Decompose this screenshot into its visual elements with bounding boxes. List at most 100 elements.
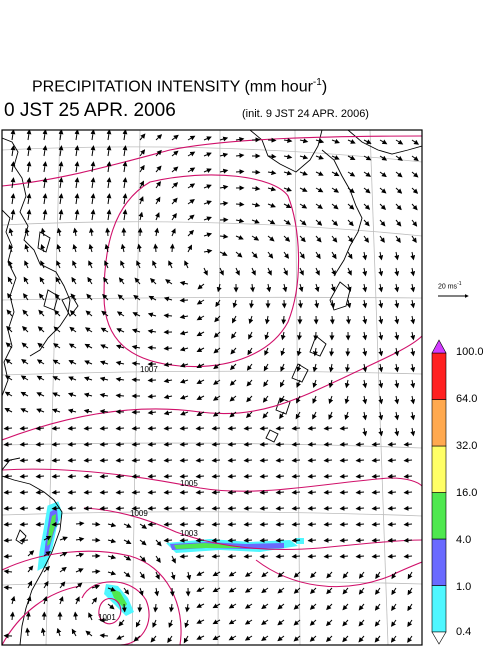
wind-arrow <box>116 311 125 317</box>
wind-arrow <box>362 363 368 373</box>
wind-arrow <box>235 235 244 240</box>
wind-arrow <box>259 521 269 527</box>
wind-arrow <box>379 171 387 178</box>
colorbar-over-triangle <box>431 339 447 354</box>
wind-arrow <box>291 425 301 431</box>
wind-arrow <box>323 521 333 527</box>
wind-arrow <box>122 209 128 221</box>
init-time: (init. 9 JST 24 APR. 2006) <box>242 108 369 120</box>
wind-arrow <box>40 627 46 637</box>
wind-arrow <box>90 130 96 141</box>
isobar-label: 1003 <box>180 529 198 538</box>
wind-arrow <box>280 379 285 388</box>
wind-arrow <box>100 344 109 349</box>
wind-arrow <box>362 379 368 389</box>
wind-arrow <box>147 312 157 318</box>
wind-arrow <box>211 457 221 463</box>
wind-arrow <box>133 635 141 642</box>
wind-arrow <box>139 539 147 546</box>
wind-arrow <box>115 457 125 463</box>
wind-arrow <box>277 587 285 594</box>
wind-arrow <box>155 134 163 141</box>
wind-arrow <box>259 473 269 479</box>
wind-arrow <box>165 279 173 285</box>
wind-arrow <box>56 260 61 269</box>
wind-arrow <box>296 395 301 404</box>
wind-arrow <box>52 392 61 397</box>
wind-arrow <box>106 177 112 189</box>
wind-arrow <box>155 212 160 221</box>
wind-arrow <box>51 425 61 431</box>
wind-arrow <box>91 597 98 605</box>
wind-arrow <box>410 283 416 293</box>
wind-arrow <box>163 473 173 479</box>
wind-arrow <box>387 505 397 511</box>
wind-arrow <box>195 425 205 431</box>
wind-arrow <box>331 219 339 227</box>
wind-arrow <box>275 489 285 495</box>
wind-arrow <box>115 393 125 399</box>
wind-arrow <box>75 568 84 573</box>
wind-arrow <box>410 315 416 325</box>
wind-arrow <box>347 171 356 177</box>
wind-arrow <box>36 408 45 414</box>
wind-arrow <box>378 347 384 357</box>
wind-arrow <box>3 457 13 463</box>
wind-arrow <box>180 410 189 416</box>
wind-arrow <box>37 326 45 333</box>
wind-arrow <box>387 473 397 479</box>
wind-arrow <box>395 139 404 145</box>
wind-arrow <box>355 457 365 463</box>
wind-arrow <box>315 138 325 144</box>
wind-arrow <box>293 587 301 594</box>
wind-arrow <box>152 619 157 628</box>
wind-arrow <box>27 580 33 589</box>
wind-arrow <box>249 299 255 309</box>
wind-arrow <box>84 327 93 333</box>
wind-arrow <box>323 457 333 463</box>
wind-arrow <box>230 347 237 355</box>
wind-arrow <box>259 489 269 495</box>
wind-arrow <box>315 219 323 226</box>
wind-arrow <box>211 521 221 527</box>
wind-arrow <box>26 595 32 605</box>
wind-arrow <box>212 603 221 609</box>
wind-arrow <box>99 360 109 366</box>
wind-arrow <box>58 130 64 141</box>
wind-arrow <box>196 635 205 640</box>
wind-arrow <box>147 393 157 399</box>
wind-arrow <box>106 193 112 205</box>
colorbar-label: 32.0 <box>456 440 478 452</box>
wind-arrow <box>187 135 196 141</box>
wind-arrow <box>3 553 13 559</box>
wind-arrow <box>138 587 144 597</box>
wind-arrow <box>283 138 293 143</box>
wind-arrow <box>275 457 285 463</box>
wind-arrow <box>68 343 77 349</box>
wind-arrow <box>328 411 333 420</box>
colorbar-label: 64.0 <box>456 393 478 405</box>
wind-arrow <box>131 425 141 431</box>
wind-arrow <box>134 277 141 285</box>
wind-arrow <box>323 425 333 431</box>
wind-arrow <box>51 489 61 495</box>
wind-arrow <box>315 187 324 193</box>
wind-arrow <box>251 235 260 241</box>
wind-arrow <box>387 489 397 495</box>
wind-arrow <box>107 570 117 576</box>
wind-arrow <box>131 441 141 447</box>
wind-arrow <box>138 211 144 221</box>
wind-arrow <box>10 130 16 141</box>
wind-arrow <box>122 130 128 141</box>
wind-arrow <box>291 489 301 495</box>
wind-arrow <box>179 394 189 400</box>
wind-arrow <box>283 251 289 259</box>
wind-arrow <box>169 243 175 253</box>
wind-arrow <box>196 315 205 321</box>
wind-arrow <box>21 342 29 349</box>
wind-arrow <box>56 243 62 253</box>
wind-arrow <box>244 587 253 593</box>
wind-arrow <box>235 201 245 207</box>
wind-arrow <box>163 537 173 543</box>
wind-arrow <box>42 177 48 189</box>
